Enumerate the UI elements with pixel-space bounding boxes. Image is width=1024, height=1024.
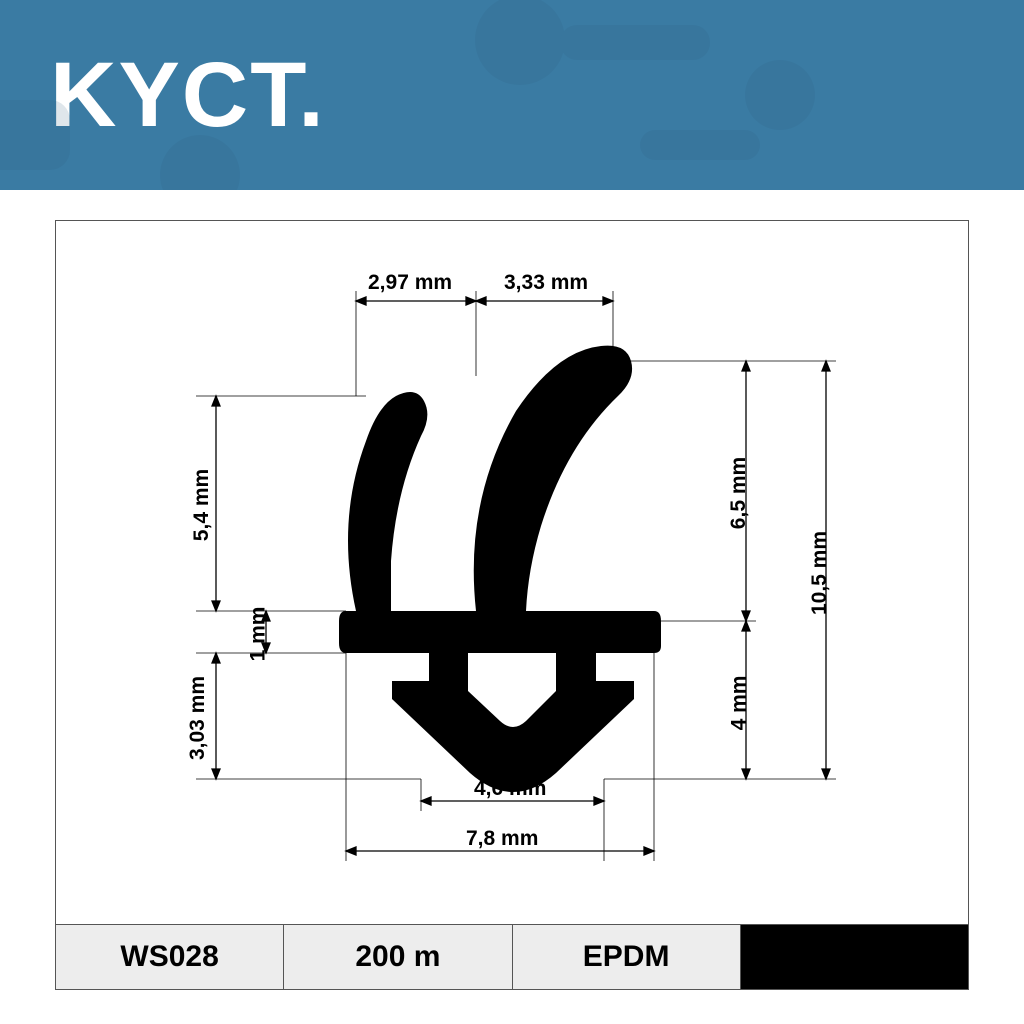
dim-left-mid: 1 mm [246,607,270,662]
header-deco-icon [0,0,1024,190]
spec-code: WS028 [56,925,284,989]
dim-top-right: 3,33 mm [504,271,588,295]
dim-left-lower: 3,03 mm [186,676,210,760]
dim-right-inner-upper: 6,5 mm [727,457,751,529]
dim-bottom-outer: 7,8 mm [466,827,538,851]
dim-left-upper: 5,4 mm [190,469,214,541]
brand-header: KYCT. [0,0,1024,190]
profile-shape-icon [56,221,970,926]
spec-table: WS028 200 m EPDM [56,924,968,989]
dim-bottom-inner: 4,6 mm [474,777,546,801]
spec-material: EPDM [513,925,741,989]
drawing-frame: 2,97 mm 3,33 mm 5,4 mm 1 mm 3,03 mm 6,5 … [55,220,969,990]
spec-length: 200 m [284,925,512,989]
dim-right-inner-lower: 4 mm [727,676,751,731]
dim-right-outer: 10,5 mm [808,531,832,615]
dim-top-left: 2,97 mm [368,271,452,295]
spec-swatch [741,925,968,989]
technical-drawing: 2,97 mm 3,33 mm 5,4 mm 1 mm 3,03 mm 6,5 … [56,221,968,926]
